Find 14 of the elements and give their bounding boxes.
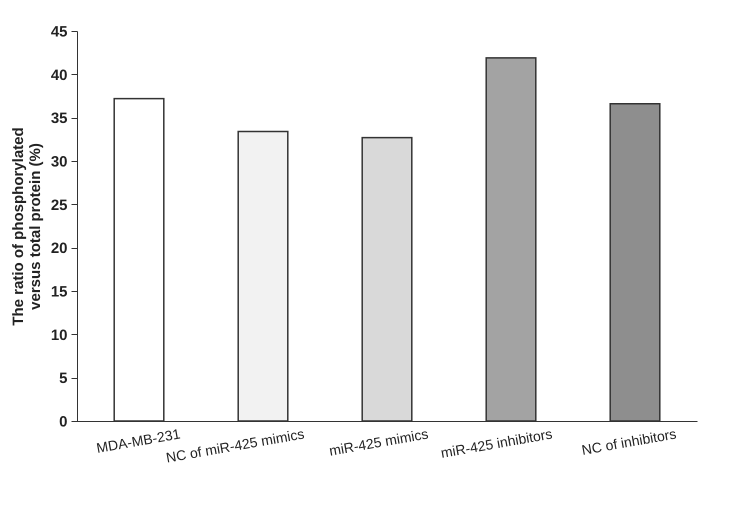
y-axis-title: The ratio of phosphorylated versus total protein (%) — [10, 127, 44, 326]
y-tick-label: 25 — [50, 196, 68, 214]
x-tick-label: NC of inhibitors — [580, 426, 678, 458]
y-tick-label: 0 — [59, 414, 68, 430]
y-tick-label: 10 — [50, 326, 68, 344]
y-tick-label: 40 — [50, 66, 68, 84]
y-tick-label: 15 — [50, 284, 68, 300]
y-tick-label: 20 — [50, 240, 68, 258]
x-tick-label: miR-425 inhibitors — [440, 426, 554, 461]
y-tick-label: 35 — [50, 110, 68, 128]
y-tick-label: 5 — [59, 370, 68, 388]
y-tick-label: 45 — [50, 24, 68, 40]
y-tick-label: 30 — [50, 154, 68, 170]
x-tick-label: miR-425 mimics — [328, 426, 430, 459]
